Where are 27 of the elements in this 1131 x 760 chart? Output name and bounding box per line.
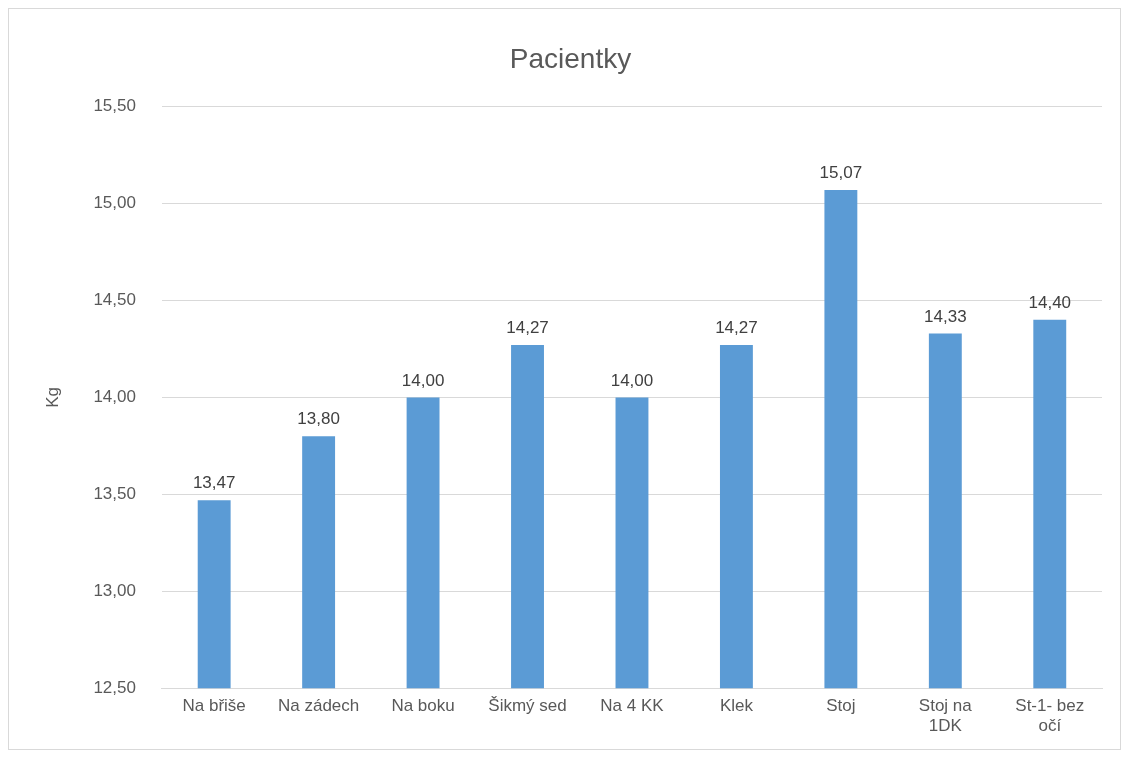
- x-tick-label: St-1- bez očí: [1015, 696, 1085, 736]
- x-tick-label: Na boku: [391, 696, 455, 716]
- data-label: 14,33: [924, 306, 967, 326]
- data-label: 14,00: [401, 370, 445, 390]
- y-tick-label: 13,50: [93, 484, 136, 504]
- y-tick-label: 14,50: [93, 290, 136, 310]
- x-tick-label: Na zádech: [277, 696, 360, 716]
- x-tick-label: Stoj na 1DK: [918, 696, 973, 736]
- x-tick-label: Šikmý sed: [488, 696, 567, 716]
- data-label: 14,40: [1028, 293, 1072, 313]
- y-tick-label: 13,00: [93, 580, 136, 600]
- y-tick-label: 15,00: [93, 193, 136, 213]
- x-tick-label: Na 4 KK: [600, 696, 665, 716]
- data-label: 13,80: [297, 409, 340, 429]
- x-tick-label: Na břiše: [182, 696, 246, 716]
- data-label: 15,07: [819, 163, 863, 183]
- y-tick-label: 15,50: [93, 96, 136, 116]
- x-tick-label: Stoj: [826, 696, 856, 716]
- data-label: 13,47: [192, 473, 236, 493]
- chart-title: Pacientky: [509, 42, 632, 74]
- y-axis-title: Kg: [42, 387, 62, 408]
- data-label: 14,27: [715, 318, 758, 338]
- data-label: 14,27: [506, 318, 549, 338]
- y-tick-label: 14,00: [93, 387, 136, 407]
- data-label: 14,00: [610, 370, 654, 390]
- y-tick-label: 12,50: [93, 677, 136, 697]
- x-tick-label: Klek: [719, 696, 754, 716]
